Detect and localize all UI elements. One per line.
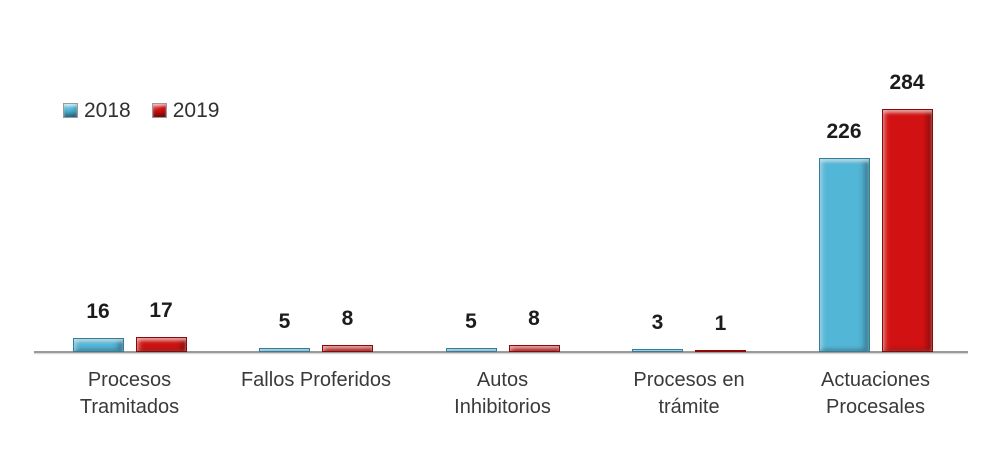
value-label-2019: 8	[528, 307, 540, 330]
x-axis-label: Procesos en trámite	[633, 369, 745, 418]
bar-2018-procesos-en-tr-mite	[632, 349, 683, 352]
legend-swatch-2018	[63, 103, 78, 118]
bar-2019-actuaciones-procesales	[881, 109, 933, 352]
value-label-2018: 16	[86, 300, 110, 323]
value-label-2019: 17	[149, 299, 173, 322]
x-axis-label: Procesos Tramitados	[79, 369, 180, 418]
x-axis-label: Fallos Proferidos	[240, 369, 392, 391]
legend-item-2018: 2018	[63, 100, 131, 121]
legend-label-2019: 2019	[172, 99, 220, 122]
value-label-2019: 284	[889, 71, 925, 94]
value-label-2019: 1	[714, 312, 727, 335]
bar-2018-fallos-proferidos	[259, 348, 310, 352]
bar-2019-fallos-proferidos	[322, 345, 373, 352]
value-label-2018: 226	[826, 120, 862, 143]
bar-2018-autos-inhibitorios	[445, 348, 497, 352]
bar-2019-procesos-en-tr-mite	[695, 350, 746, 352]
value-label-2018: 3	[651, 311, 664, 334]
legend-swatch-2019	[151, 103, 167, 118]
value-label-2018: 5	[465, 310, 477, 333]
legend-item-2019: 2019	[151, 99, 220, 122]
x-axis-label: Autos Inhibitorios	[454, 369, 551, 418]
x-axis-label: Actuaciones Procesales	[821, 369, 930, 418]
x-axis-line	[34, 351, 968, 353]
value-label-2019: 8	[341, 307, 354, 330]
bar-2019-autos-inhibitorios	[508, 345, 560, 352]
value-label-2018: 5	[278, 310, 291, 333]
bar-2018-actuaciones-procesales	[818, 158, 870, 352]
legend-label-2018: 2018	[84, 99, 131, 122]
bar-2019-procesos-tramitados	[135, 337, 187, 352]
bar-2018-procesos-tramitados	[72, 338, 124, 352]
legend: 2018 2019	[63, 100, 219, 121]
